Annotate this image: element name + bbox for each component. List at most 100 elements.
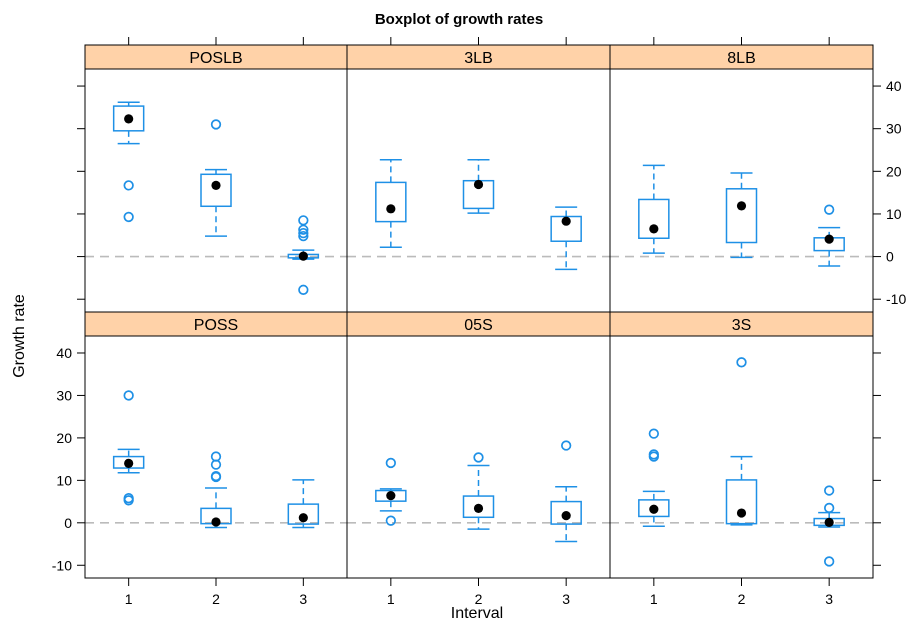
outlier-point xyxy=(648,451,659,462)
panel-05s: 05S xyxy=(346,311,611,579)
x-tick-label: 1 xyxy=(125,591,133,607)
median-dot xyxy=(561,510,571,521)
box-iqr xyxy=(462,495,495,519)
outlier-point xyxy=(736,357,747,368)
box-interval-3 xyxy=(550,206,582,271)
panel-strip xyxy=(609,44,874,70)
box-interval-1 xyxy=(112,390,145,506)
outlier-point xyxy=(473,452,484,463)
chart-title: Boxplot of growth rates xyxy=(375,11,543,28)
box-iqr xyxy=(725,188,758,244)
y-tick-label-right: 0 xyxy=(886,249,894,265)
x-tick-label: 2 xyxy=(738,591,746,607)
box-interval-2 xyxy=(725,172,758,259)
box-interval-3 xyxy=(287,215,320,295)
panel-3s: 3S xyxy=(609,311,874,579)
median-dot xyxy=(561,216,571,226)
box-iqr xyxy=(112,105,145,132)
box-interval-2 xyxy=(200,119,232,237)
outlier-point xyxy=(298,284,309,295)
outlier-point xyxy=(123,495,134,506)
box-iqr xyxy=(375,489,407,502)
panel-8lb: 8LB xyxy=(609,44,874,313)
x-tick-label: 1 xyxy=(387,591,395,607)
y-tick-label-left: 10 xyxy=(56,472,72,488)
outlier-point xyxy=(561,440,572,451)
panel-strip xyxy=(609,311,874,337)
outlier-point xyxy=(123,180,134,191)
y-tick-label-right: 30 xyxy=(886,121,902,137)
panel-3lb: 3LB xyxy=(346,44,611,313)
box-interval-3 xyxy=(813,485,845,567)
median-dot xyxy=(211,517,221,527)
outlier-point xyxy=(385,457,396,469)
panel-poslb: POSLB xyxy=(84,44,348,313)
outlier-point xyxy=(123,390,134,401)
y-tick-label-right: 10 xyxy=(886,206,902,222)
outlier-point xyxy=(210,119,222,130)
panel-strip xyxy=(346,44,611,70)
median-dot xyxy=(124,114,134,124)
box-interval-1 xyxy=(638,164,670,254)
x-tick-label: 2 xyxy=(475,591,483,607)
median-dot xyxy=(736,508,747,518)
box-interval-3 xyxy=(813,204,845,267)
y-tick-label-left: 40 xyxy=(56,345,72,361)
x-axis-label: Interval xyxy=(451,605,503,622)
y-tick-label-left: 0 xyxy=(64,515,72,531)
box-interval-1 xyxy=(638,428,670,527)
axes-layer: -10 0 10 20 30 40 -10 0 10 20 30 40 1 2 3 1 2 3 1 2 3 xyxy=(52,37,906,607)
box-iqr xyxy=(112,455,145,469)
panel-strip-label: 3S xyxy=(732,317,752,334)
box-iqr xyxy=(375,181,407,223)
box-iqr xyxy=(638,198,670,239)
box-interval-1 xyxy=(112,101,145,223)
x-tick-label: 3 xyxy=(825,591,833,607)
outlier-point xyxy=(123,211,134,223)
box-iqr xyxy=(200,173,232,208)
box-interval-3 xyxy=(550,440,582,543)
y-tick-label-right: 40 xyxy=(886,78,902,94)
panel-strip-label: POSS xyxy=(194,317,238,334)
outlier-point xyxy=(385,515,396,526)
panel-strip xyxy=(84,44,348,70)
x-tick-label: 1 xyxy=(650,591,658,607)
median-dot xyxy=(649,224,659,234)
y-tick-label-left: 30 xyxy=(56,387,72,403)
x-tick-label: 3 xyxy=(562,591,570,607)
median-dot xyxy=(298,513,308,523)
y-tick-label-left: -10 xyxy=(52,557,72,573)
outlier-point xyxy=(824,556,835,567)
panel-strip xyxy=(84,311,348,337)
box-iqr xyxy=(550,215,582,242)
box-iqr xyxy=(638,499,670,518)
outlier-point xyxy=(210,459,222,470)
outlier-point xyxy=(298,215,309,226)
box-interval-2 xyxy=(462,452,495,530)
median-dot xyxy=(124,458,134,468)
x-tick-label: 2 xyxy=(212,591,220,607)
panel-strip-label: 8LB xyxy=(727,50,755,67)
panel-strip-label: POSLB xyxy=(189,50,242,67)
outlier-point xyxy=(298,227,309,239)
box-interval-2 xyxy=(200,451,232,529)
box-iqr xyxy=(550,500,582,525)
box-interval-2 xyxy=(725,357,758,526)
box-iqr xyxy=(287,503,320,525)
panel-border xyxy=(609,68,874,313)
panels-layer: POSLB 3LB 8LB POSS 05S 3S xyxy=(84,44,874,579)
median-dot xyxy=(649,504,659,514)
outlier-point xyxy=(824,502,835,514)
median-dot xyxy=(298,251,308,261)
box-interval-3 xyxy=(287,479,320,529)
panel-strip-label: 05S xyxy=(464,317,492,334)
panel-strip-label: 3LB xyxy=(464,50,492,67)
outlier-point xyxy=(298,224,309,235)
median-dot xyxy=(473,179,484,190)
outlier-point xyxy=(648,428,659,439)
outlier-point xyxy=(210,471,222,483)
median-dot xyxy=(473,503,484,513)
median-dot xyxy=(386,491,396,501)
y-tick-label-right: -10 xyxy=(886,291,906,307)
